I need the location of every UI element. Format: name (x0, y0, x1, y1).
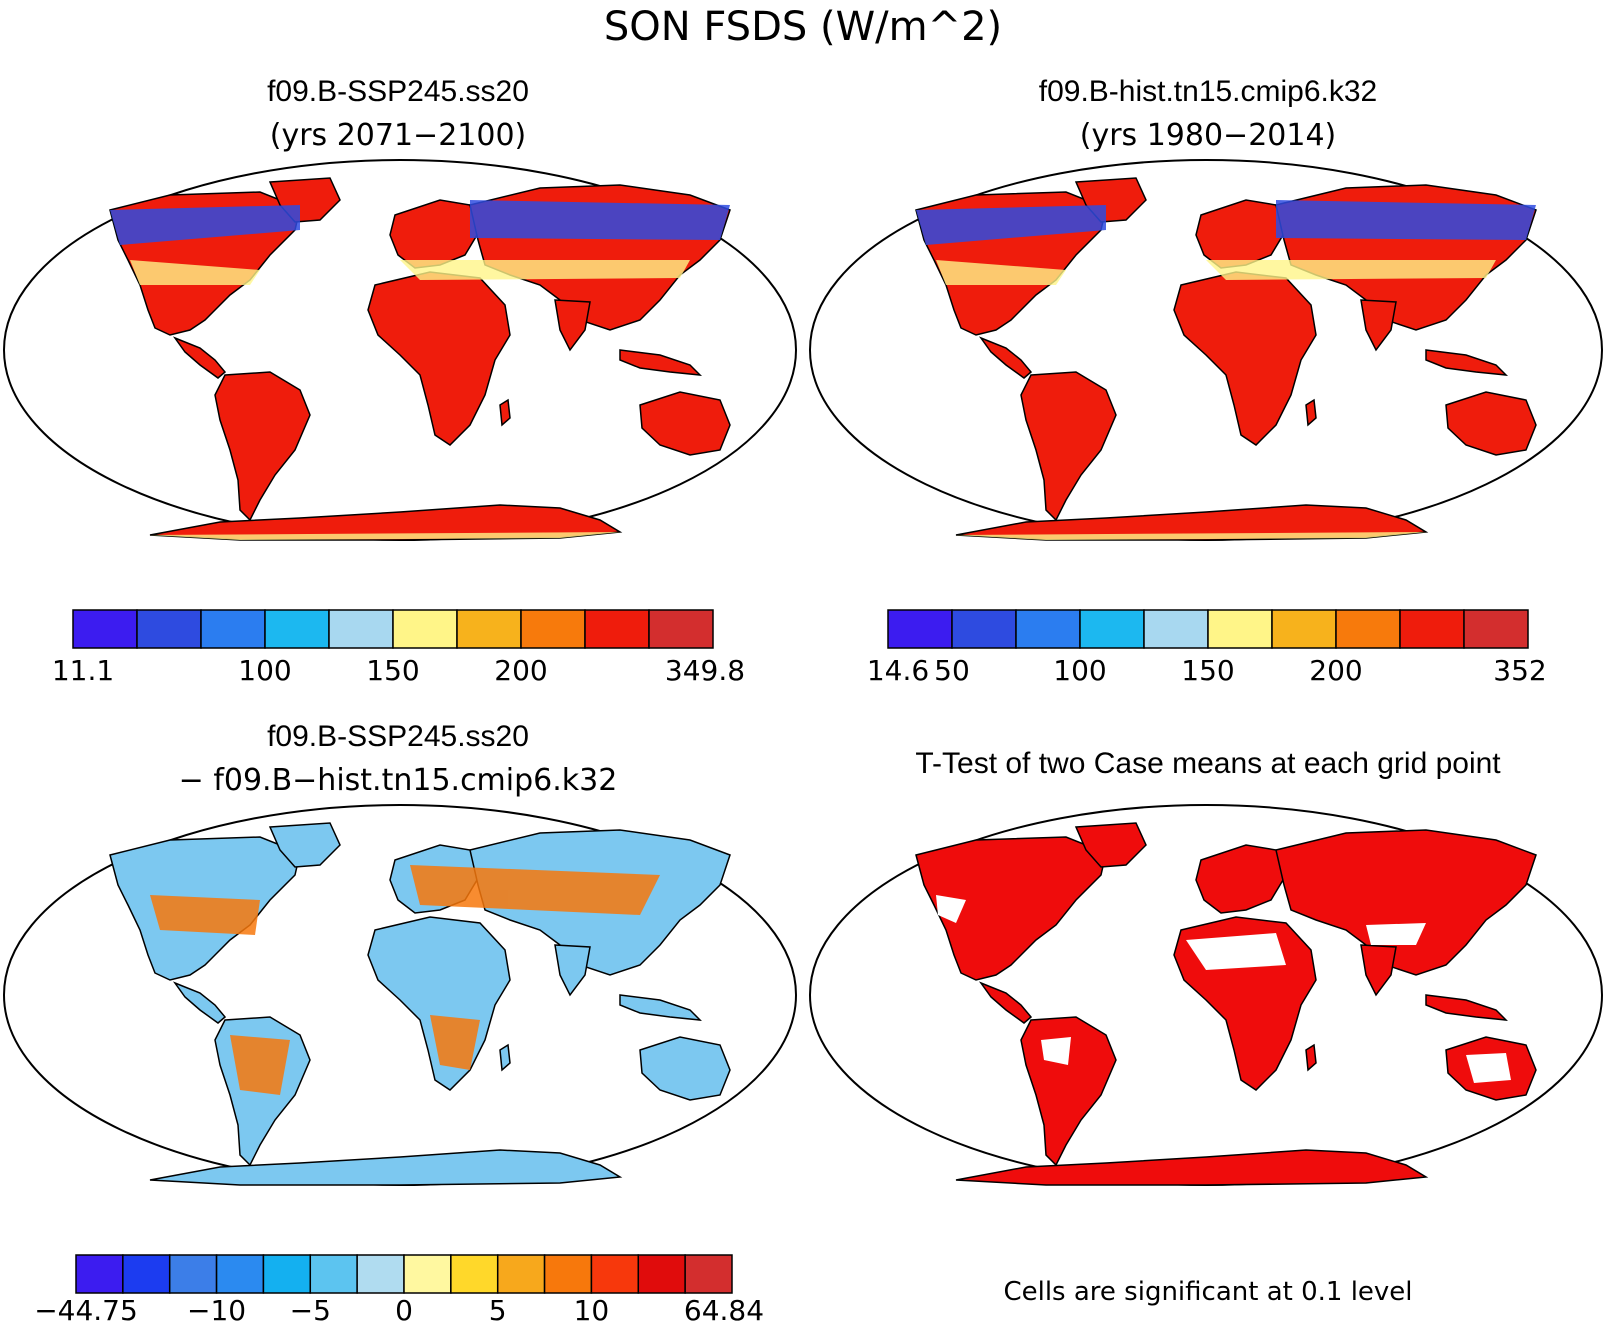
colorbar-swatch (1015, 609, 1081, 649)
colorbar-swatch (1399, 609, 1465, 649)
colorbar-swatch (584, 609, 650, 649)
significance-note: Cells are significant at 0.1 level (1003, 1277, 1412, 1307)
colorbar-swatch (392, 609, 458, 649)
high-lat-overlay (110, 200, 730, 245)
colorbar-swatch (1207, 609, 1273, 649)
colorbar-tick-label: 352 (1493, 654, 1546, 687)
colorbar-swatch (648, 609, 714, 649)
map-ssp245 (3, 159, 797, 541)
not-significant-patches (936, 895, 1511, 1083)
mid-lat-overlay (936, 260, 1496, 540)
colorbar-tick-label: 50 (934, 654, 970, 687)
colorbar-tick-label: 11.1 (52, 654, 114, 687)
colorbar-swatch (122, 1254, 171, 1294)
colorbar-swatch (215, 1254, 265, 1294)
colorbar: 14.6 50 100 150 200 352 (867, 609, 1547, 687)
colorbar-swatch (543, 1254, 593, 1294)
colorbar-tick-label: 5 (489, 1294, 507, 1323)
panel-title: f09.B-hist.tn15.cmip6.k32 (1039, 75, 1378, 108)
colorbar-swatch (72, 609, 138, 649)
colorbar-swatch (328, 609, 394, 649)
colorbar-tick-label: −44.75 (34, 1294, 138, 1323)
colorbar-swatch (1335, 609, 1401, 649)
colorbar: 11.1 100 150 200 349.8 (52, 609, 745, 687)
colorbar-tick-label: 10 (574, 1294, 610, 1323)
colorbar-tick-label: −5 (290, 1294, 331, 1323)
colorbar-tick-label: 100 (1053, 654, 1106, 687)
colorbar-swatch (456, 609, 522, 649)
colorbar-swatch (520, 609, 586, 649)
colorbar-swatch (887, 609, 953, 649)
colorbar-swatch (1271, 609, 1337, 649)
colorbar-tick-label: 14.6 (867, 654, 929, 687)
high-lat-overlay (916, 200, 1536, 245)
colorbar-swatch (200, 609, 266, 649)
mid-lat-overlay (130, 260, 690, 540)
panel-title: f09.B-SSP245.ss20 (267, 720, 529, 753)
panel-subtitle: (yrs 2071−2100) (270, 118, 527, 153)
colorbar-swatch (1079, 609, 1145, 649)
colorbar: −44.75 −10 −5 0 5 10 64.84 (34, 1254, 764, 1323)
panel-subtitle: − f09.B−hist.tn15.cmip6.k32 (179, 763, 618, 798)
figure-title: SON FSDS (W/m^2) (604, 4, 1002, 50)
colorbar-tick-label: 200 (1309, 654, 1362, 687)
colorbar-tick-label: −10 (187, 1294, 246, 1323)
panel-title: f09.B-SSP245.ss20 (267, 75, 529, 108)
panel-difference: f09.B-SSP245.ss20 − f09.B−hist.tn15.cmip… (3, 720, 797, 1323)
colorbar-tick-label: 0 (395, 1294, 413, 1323)
colorbar-swatch (951, 609, 1017, 649)
colorbar-tick-label: 100 (238, 654, 291, 687)
colorbar-swatch (309, 1254, 358, 1294)
map-ttest (809, 804, 1603, 1186)
colorbar-swatch (75, 1254, 124, 1294)
colorbar-swatch (136, 609, 202, 649)
colorbar-swatch (1143, 609, 1209, 649)
colorbar-swatch (637, 1254, 686, 1294)
positive-overlay (150, 865, 660, 1095)
colorbar-swatch (590, 1254, 640, 1294)
colorbar-swatch (684, 1254, 733, 1294)
colorbar-tick-label: 349.8 (665, 654, 745, 687)
colorbar-swatch (496, 1254, 546, 1294)
panel-subtitle: (yrs 1980−2014) (1080, 118, 1337, 153)
colorbar-swatch (450, 1254, 499, 1294)
map-hist (809, 159, 1603, 541)
panel-ttest: T-Test of two Case means at each grid po… (809, 747, 1603, 1307)
colorbar-swatch (264, 609, 330, 649)
map-difference (3, 804, 797, 1186)
colorbar-swatch (356, 1254, 405, 1294)
panel-ssp245: f09.B-SSP245.ss20 (yrs 2071−2100) 11.1 10… (3, 75, 797, 687)
colorbar-tick-label: 64.84 (684, 1294, 764, 1323)
panel-title: T-Test of two Case means at each grid po… (915, 747, 1501, 780)
colorbar-swatch (262, 1254, 312, 1294)
colorbar-swatch (168, 1254, 218, 1294)
panel-hist: f09.B-hist.tn15.cmip6.k32 (yrs 1980−2014… (809, 75, 1603, 687)
colorbar-tick-label: 150 (1181, 654, 1234, 687)
colorbar-swatch (403, 1254, 452, 1294)
colorbar-swatch (1463, 609, 1529, 649)
colorbar-tick-label: 200 (494, 654, 547, 687)
colorbar-tick-label: 150 (366, 654, 419, 687)
